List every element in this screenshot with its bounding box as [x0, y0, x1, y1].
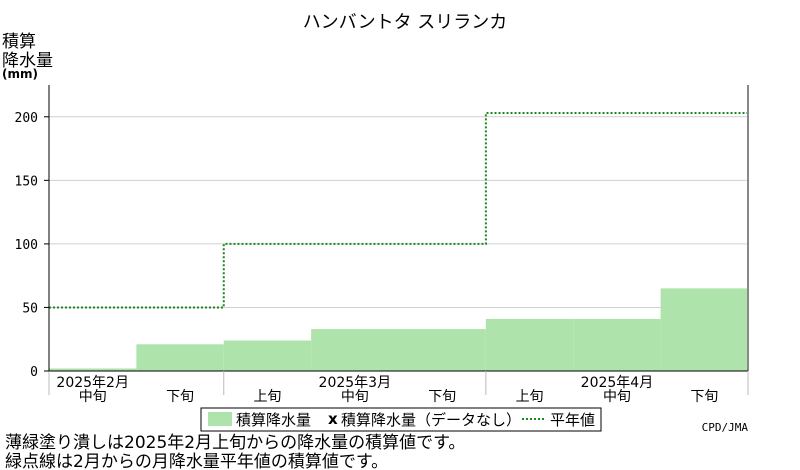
legend: 積算降水量 x 積算降水量（データなし） 平年値 — [200, 407, 602, 432]
x-tick-dekad: 下旬 — [428, 389, 456, 405]
precip-bar — [223, 340, 312, 371]
legend-label-normal: 平年値 — [550, 411, 595, 429]
y-tick-label: 200 — [15, 111, 38, 126]
accumulated-precip-fill — [49, 288, 748, 371]
y-tick-label: 0 — [30, 365, 38, 380]
precip-bar — [136, 344, 224, 371]
legend-box — [200, 407, 602, 432]
x-tick-dekad: 下旬 — [690, 389, 718, 405]
precip-bar — [485, 318, 574, 371]
y-tick-label: 50 — [22, 301, 38, 316]
y-axis-label-line1: 積算 — [2, 32, 36, 52]
x-tick-month: 2025年2月 — [56, 375, 129, 391]
legend-label-nodata: 積算降水量（データなし） — [341, 411, 521, 429]
normal-value-line — [49, 111, 748, 309]
y-axis-label-line2: 降水量 — [2, 51, 53, 71]
y-axis-unit: (mm) — [2, 67, 38, 81]
grid-lines — [49, 116, 748, 308]
precip-bar — [573, 318, 661, 371]
x-tick-dekad: 上旬 — [516, 389, 544, 405]
x-tick-month: 2025年3月 — [319, 375, 392, 391]
precip-bar — [311, 329, 399, 371]
credit-text: CPD/JMA — [702, 421, 749, 434]
note-line-1: 薄緑塗り潰しは2025年2月上旬からの降水量の積算値です。 — [5, 432, 465, 453]
axes — [44, 85, 749, 395]
legend-swatch-filled — [208, 412, 232, 426]
x-tick-dekad: 上旬 — [253, 389, 281, 405]
legend-label-accumulated: 積算降水量 — [236, 411, 311, 429]
precip-bar — [660, 288, 748, 371]
x-tick-dekad: 下旬 — [166, 389, 194, 405]
x-tick-month: 2025年4月 — [581, 375, 654, 391]
precip-bar — [398, 329, 486, 371]
y-tick-label: 100 — [15, 238, 38, 253]
chart-title: ハンバントタ スリランカ — [303, 12, 508, 33]
x-tick-dekad: 中旬 — [341, 389, 369, 405]
legend-marker-cross: x — [328, 410, 338, 428]
x-tick-dekad: 中旬 — [79, 389, 107, 405]
note-line-2: 緑点線は2月からの月降水量平年値の積算値です。 — [5, 452, 388, 470]
precip-bar — [49, 368, 137, 371]
y-tick-labels: 0 50 100 150 200 — [15, 111, 38, 380]
y-tick-label: 150 — [15, 174, 38, 189]
x-tick-dekad: 中旬 — [603, 389, 631, 405]
